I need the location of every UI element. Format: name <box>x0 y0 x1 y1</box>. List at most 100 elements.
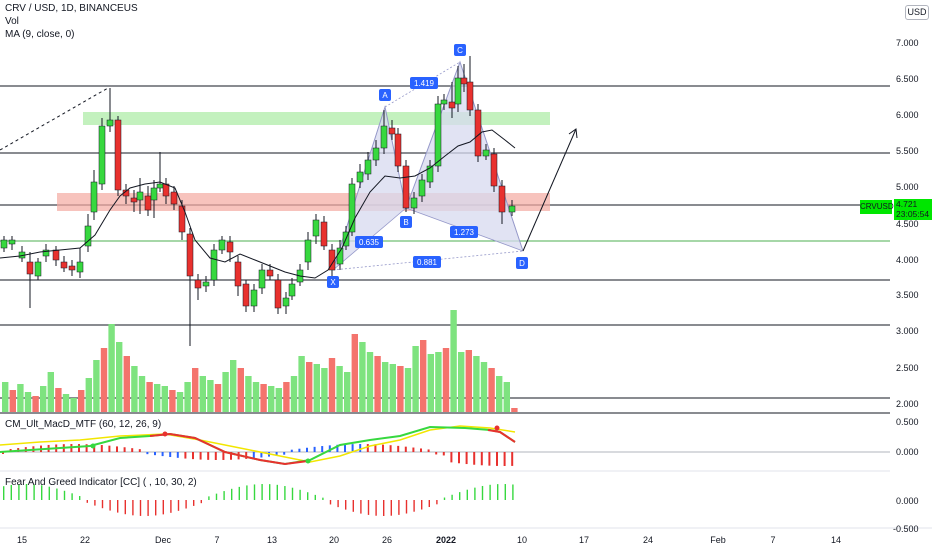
volume-bar <box>442 348 450 412</box>
macd-bar <box>404 446 407 452</box>
candle-body <box>410 197 418 209</box>
volume-bar <box>252 382 260 412</box>
macd-bar <box>100 445 103 452</box>
bar-countdown: 23:05:54 <box>896 209 930 219</box>
volume-bar <box>374 356 381 412</box>
candle-body <box>440 99 448 105</box>
macd-bar <box>116 446 118 452</box>
candle-body <box>250 289 258 307</box>
time-axis[interactable]: 15 22 Dec 7 13 20 26 2022 10 17 24 Feb 7… <box>17 535 841 545</box>
macd-legend[interactable]: CM_Ult_MacD_MTF (60, 12, 26, 9) <box>5 419 162 430</box>
fg-bar <box>269 484 271 500</box>
candle-body <box>156 183 164 189</box>
volume-bar <box>17 384 24 412</box>
macd-bar <box>138 449 141 452</box>
volume-bar <box>207 380 214 412</box>
volume-bar <box>488 368 495 412</box>
fg-bar <box>231 488 233 500</box>
macd-cross-dot <box>305 458 311 464</box>
macd-bar <box>488 452 491 466</box>
time-tick: 13 <box>267 535 277 545</box>
macd-bar <box>290 449 293 452</box>
macd-bar <box>78 444 80 452</box>
candle-body <box>106 119 114 127</box>
macd-bar <box>496 452 498 466</box>
volume-bar <box>465 350 472 412</box>
macd-line-red-2 <box>487 429 516 443</box>
fg-bar <box>223 491 225 500</box>
candle-body <box>328 249 336 271</box>
volume-bar <box>9 390 16 412</box>
macd-bar <box>245 452 248 459</box>
volume-bar <box>412 346 419 412</box>
candle-body <box>162 183 170 197</box>
volume-bar <box>404 368 412 412</box>
candle-body <box>98 125 106 185</box>
symbol-legend[interactable]: CRV / USD, 1D, BINANCEUS <box>5 3 138 14</box>
macd-pane[interactable]: 0.500 0.000 <box>0 417 919 466</box>
volume-bar <box>313 364 320 412</box>
macd-cross-dot <box>162 431 168 437</box>
fg-bar <box>124 500 126 515</box>
candle-body <box>482 149 490 157</box>
macd-bar <box>306 447 308 452</box>
volume-bar <box>24 392 32 412</box>
fg-bar <box>466 489 468 500</box>
fg-bar <box>48 486 50 500</box>
volume-bar <box>298 356 305 412</box>
volume-bar <box>275 388 282 412</box>
volume-bar <box>123 356 130 412</box>
dashed-trendline <box>0 87 109 151</box>
fg-bar <box>162 500 164 515</box>
candle-body <box>380 125 388 149</box>
fear-greed-pane[interactable]: 0.000 -0.500 <box>3 484 919 534</box>
candle-body <box>454 77 462 105</box>
fear-greed-legend[interactable]: Fear And Greed Indicator [CC] ( , 10, 30… <box>5 477 197 488</box>
macd-bar <box>176 452 179 458</box>
price-axis[interactable]: 7.000 6.500 6.000 5.500 5.000 4.500 4.00… <box>896 38 919 409</box>
projection-arrow[interactable] <box>522 128 578 252</box>
candle-body <box>150 187 158 201</box>
volume-bar <box>93 360 100 412</box>
point-x-badge <box>327 276 339 288</box>
candle-body <box>266 269 274 277</box>
currency-button[interactable]: USD <box>905 5 929 20</box>
volume-bar <box>268 386 275 412</box>
fg-bar <box>383 500 385 516</box>
fg-bar <box>459 492 461 500</box>
candle-body <box>42 249 50 257</box>
fg-bar <box>63 490 66 500</box>
time-tick: Feb <box>710 535 726 545</box>
volume-bar <box>511 408 518 412</box>
point-a-label: A <box>382 91 388 100</box>
candle-body <box>448 101 456 109</box>
volume-bar <box>389 364 396 412</box>
fg-bar <box>329 500 332 505</box>
macd-bar <box>283 452 286 455</box>
symbol-price-badge: CRVUSD <box>860 200 894 214</box>
ma-legend[interactable]: MA (9, close, 0) <box>5 29 75 40</box>
current-price-value: 4.721 <box>896 199 918 209</box>
macd-bar <box>480 452 483 466</box>
volume-bar <box>78 390 85 412</box>
fg-bar <box>299 489 301 500</box>
volume-bar <box>336 366 343 412</box>
volume-legend[interactable]: Vol <box>5 16 19 27</box>
macd-bar <box>366 444 369 452</box>
fear-greed-histogram <box>3 484 514 516</box>
candle-body <box>508 205 516 213</box>
fg-bar <box>71 493 73 500</box>
fg-bar <box>18 484 20 500</box>
macd-bar <box>442 452 445 456</box>
candle-body <box>26 261 34 275</box>
candle-body <box>498 185 506 213</box>
fg-bar <box>421 500 423 510</box>
candle-body <box>114 119 122 191</box>
ratio-box-xab <box>355 236 383 248</box>
price-tick: 6.000 <box>896 110 919 120</box>
volume-bar <box>169 390 176 412</box>
candle-body <box>274 279 282 309</box>
pattern-ac <box>384 61 461 108</box>
